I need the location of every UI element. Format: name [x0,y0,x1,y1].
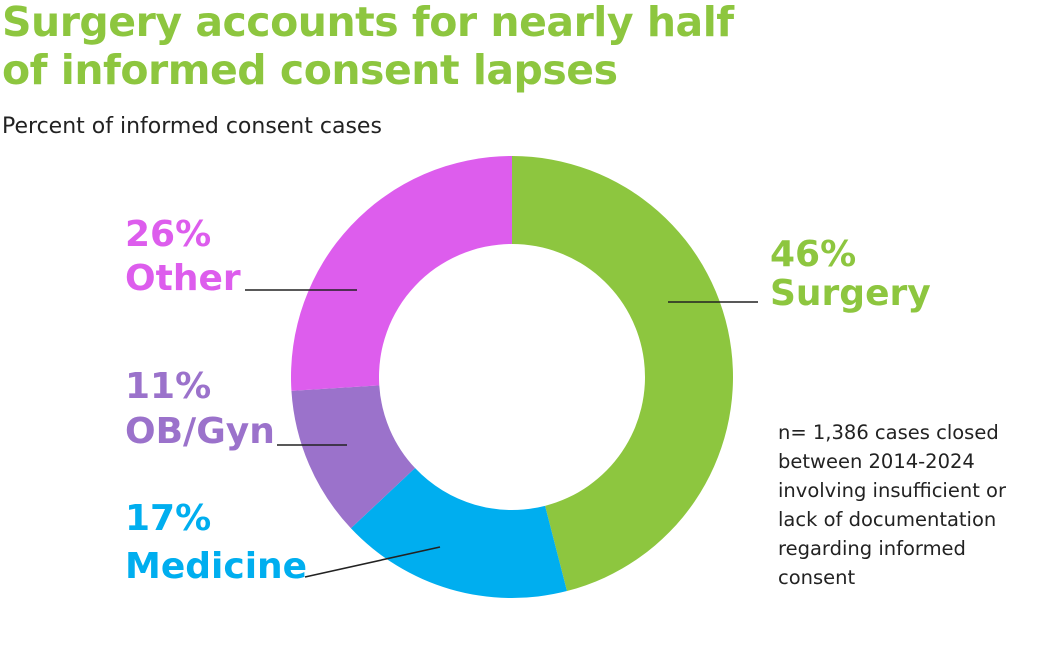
category-label: Medicine [125,546,307,587]
note: n= 1,386 cases closed between 2014-2024 … [778,421,1006,589]
donut-segment [291,385,416,529]
category-label: Other [125,258,241,299]
donut-segment [350,468,567,598]
value-label: 46% [770,234,856,275]
chart-title: Surgery accounts for nearly half of info… [2,0,734,94]
category-label: OB/Gyn [125,411,275,452]
category-label: Surgery [770,273,931,314]
value-label: 11% [125,366,211,407]
value-label: 26% [125,214,211,255]
value-label: 17% [125,498,211,539]
donut-segment [512,156,734,592]
donut-segment [291,156,512,391]
chart-subtitle: Percent of informed consent cases [2,114,382,139]
leader-line [304,546,441,578]
